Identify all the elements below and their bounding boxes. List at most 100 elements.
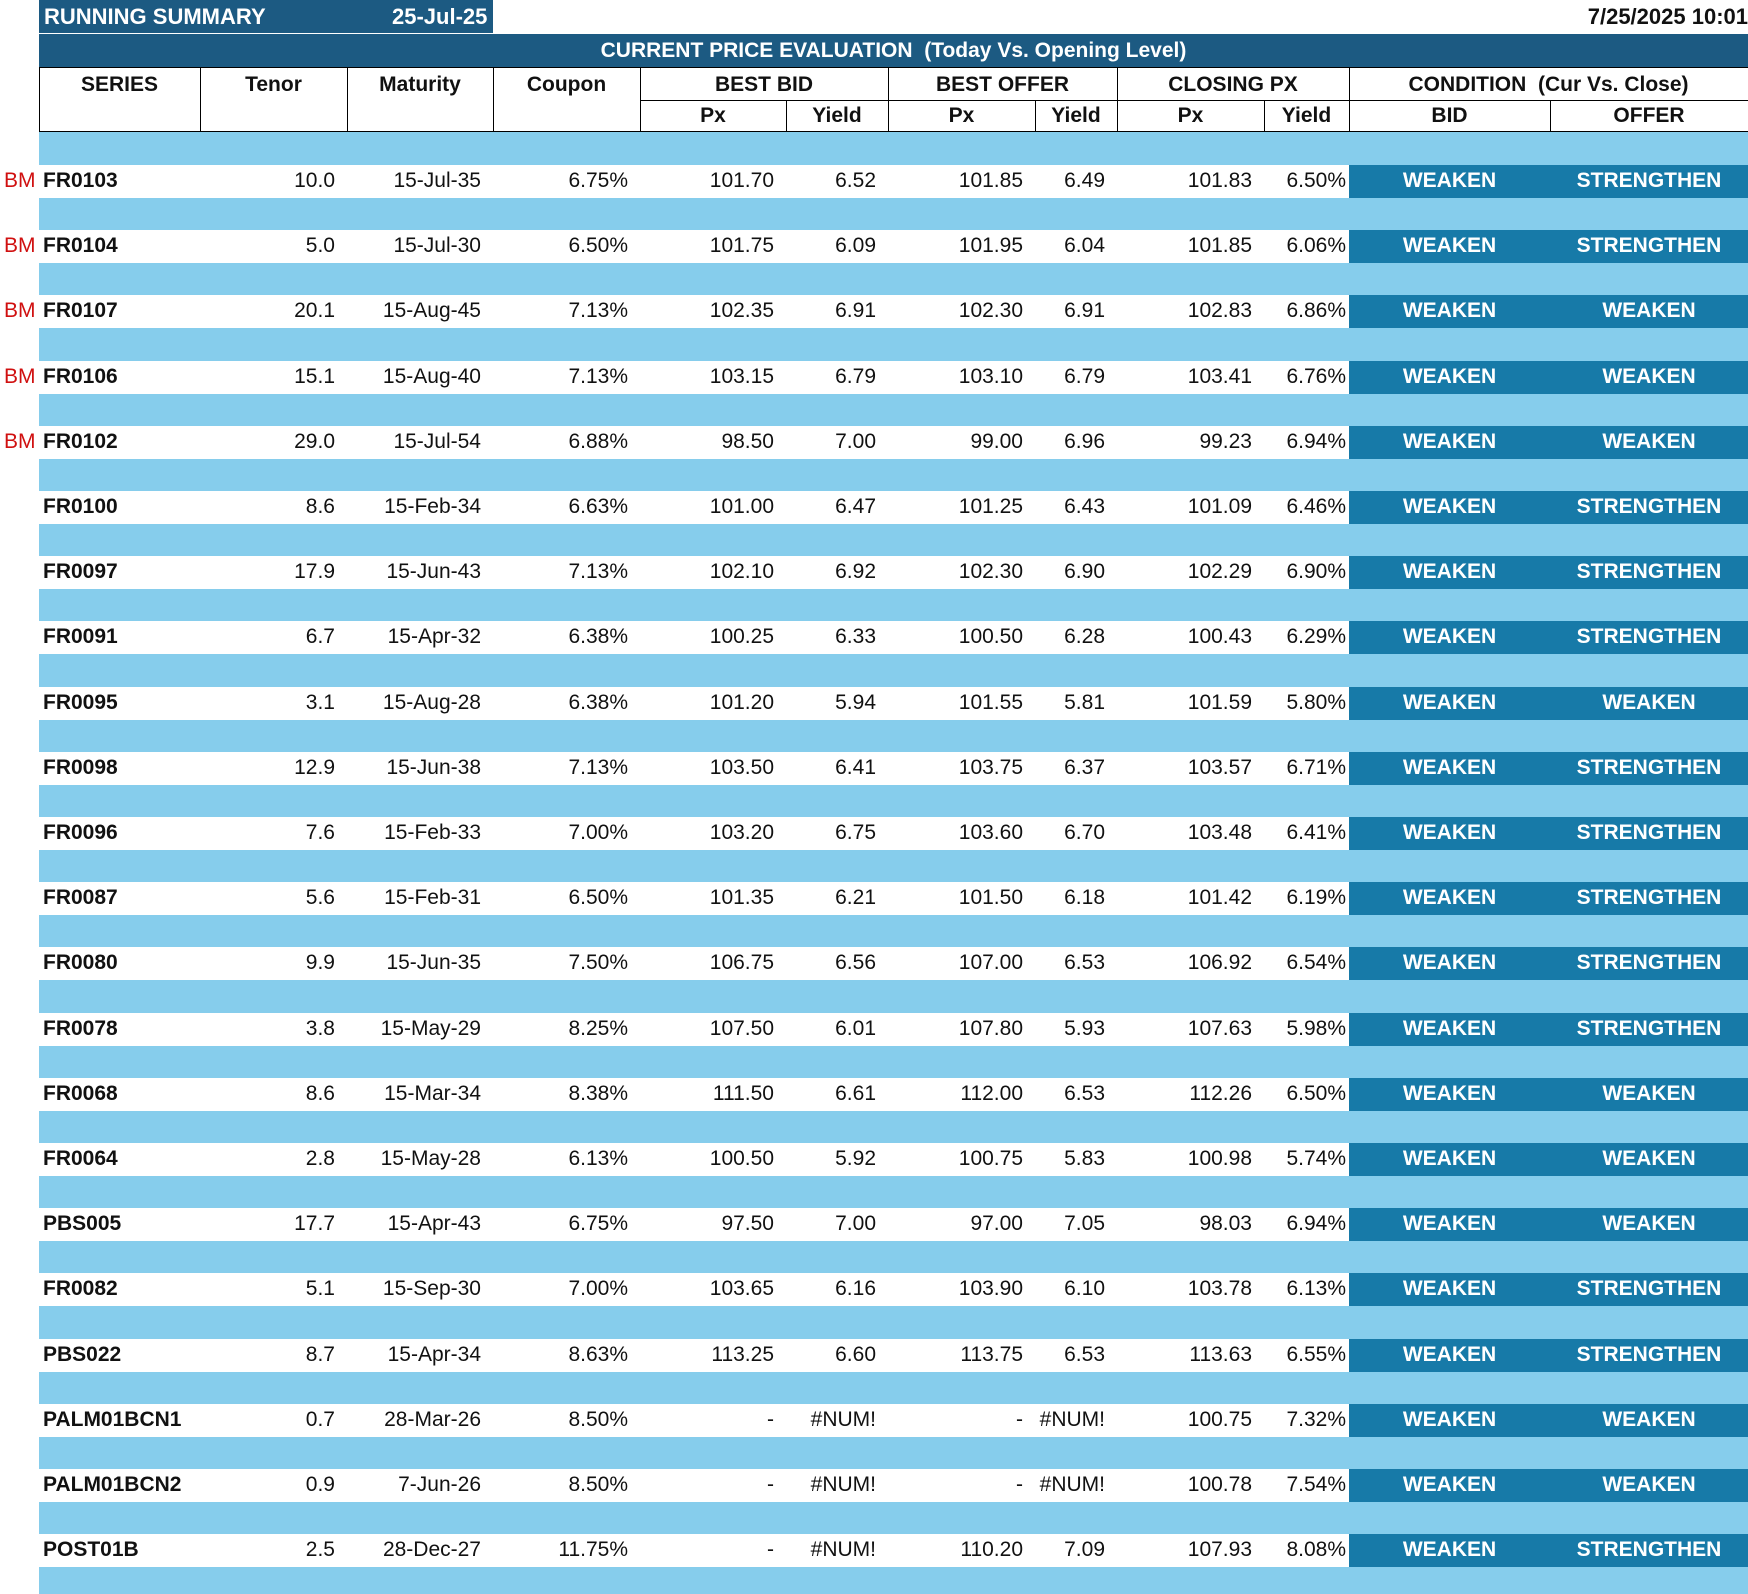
cell: 107.93 <box>1187 1538 1252 1562</box>
cell: 6.53 <box>1064 951 1105 975</box>
cell: 15-Jul-54 <box>393 429 481 453</box>
condition-band <box>1349 165 1748 198</box>
condition: WEAKEN <box>1602 429 1696 453</box>
row-stripes <box>39 132 1748 1594</box>
cell: 5.92 <box>835 1147 876 1170</box>
cell: 15-Aug-28 <box>382 690 481 714</box>
cell: 6.38% <box>568 690 628 714</box>
cell: 9.9 <box>305 951 335 975</box>
benchmark-flag: BM <box>4 429 36 453</box>
cell: 6.90% <box>1286 560 1346 584</box>
data-row <box>39 1338 1550 1372</box>
sub-header: BID <box>1431 104 1468 127</box>
condition-band <box>1349 1208 1748 1242</box>
cell: 101.50 <box>958 886 1023 910</box>
cell: 6.96 <box>1064 429 1105 453</box>
cell: 15-Jun-43 <box>386 560 481 584</box>
cell: 11.75% <box>558 1538 628 1562</box>
condition: WEAKEN <box>1402 690 1497 714</box>
condition-band <box>1349 295 1748 329</box>
cell: 7.32% <box>1286 1407 1346 1431</box>
header-divider <box>1349 67 1350 132</box>
group-header: BEST BID <box>714 73 813 96</box>
data-row <box>39 1273 1550 1307</box>
cell: 6.50% <box>568 234 628 258</box>
condition: STRENGTHEN <box>1576 625 1722 649</box>
series: FR0106 <box>43 364 118 388</box>
cell: 7.00 <box>835 429 876 453</box>
condition: STRENGTHEN <box>1576 560 1722 584</box>
data-row <box>39 1143 1550 1176</box>
cell: 102.30 <box>958 560 1023 584</box>
condition-band <box>1349 1338 1748 1372</box>
cell: 103.50 <box>709 755 774 779</box>
cell: 8.50% <box>568 1473 628 1496</box>
cell: 6.79 <box>1064 364 1105 388</box>
cell: 15-Apr-34 <box>387 1342 481 1366</box>
cell: 6.16 <box>835 1277 876 1301</box>
cell: 6.54% <box>1286 951 1346 975</box>
data-row <box>39 295 1550 329</box>
condition: WEAKEN <box>1402 1473 1497 1496</box>
data-row <box>39 360 1550 394</box>
cell: 100.43 <box>1187 625 1252 649</box>
condition: WEAKEN <box>1402 755 1497 779</box>
cell: 6.75 <box>835 821 876 844</box>
series: FR0091 <box>43 625 118 649</box>
sub-header: Yield <box>1281 104 1332 127</box>
banner-bar <box>39 34 1748 67</box>
condition-band <box>1349 686 1748 720</box>
cell: #NUM! <box>810 1538 876 1562</box>
condition-band <box>1349 1143 1748 1176</box>
cell: - <box>767 1407 774 1431</box>
cell: 15-Feb-31 <box>384 886 481 910</box>
cell: 15-Jul-35 <box>393 169 481 192</box>
cell: 101.55 <box>958 690 1023 714</box>
cell: 100.50 <box>709 1147 774 1170</box>
cell: 6.06% <box>1286 234 1346 258</box>
condition: STRENGTHEN <box>1576 1342 1722 1366</box>
cell: 7.00% <box>568 821 628 844</box>
header-box <box>39 67 1748 132</box>
cell: 101.75 <box>709 234 774 258</box>
sub-header: Px <box>948 104 975 127</box>
cell: 101.85 <box>958 169 1023 192</box>
cell: 5.94 <box>835 690 876 714</box>
summary-title: RUNNING SUMMARY <box>44 4 266 29</box>
condition: WEAKEN <box>1602 1147 1696 1170</box>
cell: 6.29% <box>1286 625 1346 649</box>
condition: WEAKEN <box>1402 495 1497 518</box>
header-divider <box>1035 100 1036 132</box>
benchmark-flag: BM <box>4 234 36 258</box>
cell: 8.50% <box>568 1407 628 1431</box>
series: FR0064 <box>43 1147 118 1170</box>
benchmark-flag: BM <box>4 299 36 323</box>
cell: 29.0 <box>294 429 335 453</box>
data-row <box>39 686 1550 720</box>
header-divider <box>640 100 1748 101</box>
cell: 3.8 <box>305 1016 335 1040</box>
cell: 6.53 <box>1064 1081 1105 1105</box>
series: FR0078 <box>43 1016 118 1040</box>
condition-band <box>1349 1077 1748 1111</box>
condition: STRENGTHEN <box>1576 821 1722 844</box>
series: FR0068 <box>43 1081 118 1105</box>
cell: 6.70 <box>1064 821 1105 844</box>
cell: 0.7 <box>305 1407 335 1431</box>
cell: 6.79 <box>835 364 876 388</box>
cell: 6.49 <box>1064 169 1105 192</box>
cell: 6.37 <box>1064 755 1105 779</box>
condition: WEAKEN <box>1402 429 1497 453</box>
condition-band <box>1349 230 1748 264</box>
cell: 6.10 <box>1064 1277 1105 1301</box>
cell: 100.78 <box>1187 1473 1252 1496</box>
column-header: Maturity <box>379 73 461 96</box>
cell: 103.48 <box>1187 821 1252 844</box>
cell: 6.56 <box>835 951 876 975</box>
cell: 7.13% <box>568 299 628 323</box>
cell: 107.80 <box>958 1016 1023 1040</box>
condition: WEAKEN <box>1402 364 1497 388</box>
cell: 0.9 <box>305 1473 335 1496</box>
cell: 101.95 <box>958 234 1023 258</box>
condition: STRENGTHEN <box>1576 495 1722 518</box>
